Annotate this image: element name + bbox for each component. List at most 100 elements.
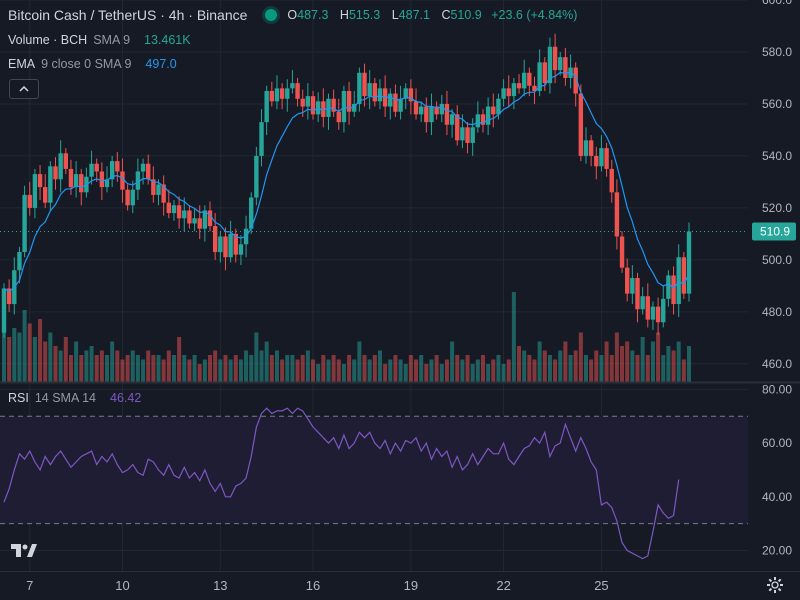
time-axis[interactable]: 7 10 13 16 19 22 25 [26,578,609,593]
volume-bar [424,364,429,382]
volume-bar [589,359,594,382]
volume-bar [244,350,249,382]
volume-bar [372,355,377,382]
volume-bar [661,355,666,382]
candle-body [264,90,269,123]
volume-bar [388,359,393,382]
candle-body [43,187,48,203]
volume-bar [259,350,264,382]
candle-body [156,184,161,195]
candlestick-series [1,33,692,338]
volume-bar [527,355,532,382]
candle-body [661,298,666,323]
candle-body [53,166,58,180]
volume-legend[interactable]: Volume · BCH SMA 9 13.461K [8,33,191,47]
candle-body [434,106,439,115]
candle-body [357,72,362,104]
volume-bar [625,341,630,382]
ema-line [3,71,690,293]
candle-body [182,210,187,219]
candle-body [166,202,172,214]
volume-bar [280,359,285,382]
candle-body [32,174,38,208]
change-value: +23.6 (+4.84%) [491,8,578,22]
candle-body [429,106,434,123]
candle-body [537,62,542,91]
volume-bar [74,341,79,382]
rsi-tick-label: 20.00 [762,544,792,558]
candle-body [48,166,53,203]
volume-bar [249,355,254,382]
volume-bar [300,355,305,382]
volume-bar [161,359,166,382]
volume-bar [357,341,362,382]
candle-body [192,218,197,224]
volume-bar [12,328,17,382]
volume-bar [151,355,156,382]
ema-legend[interactable]: EMA 9 close 0 SMA 9 497.0 [8,57,177,71]
candle-body [27,194,32,208]
volume-bar [614,332,619,382]
volume-bar [274,350,279,382]
volume-bar [393,355,398,382]
candle-body [588,140,594,156]
volume-bar [604,341,609,382]
volume-legend-label: Volume · BCH [8,33,88,47]
tradingview-logo-icon[interactable] [10,540,38,560]
ohlc-values: O487.3 H515.3 L487.1 C510.9 +23.6 (+4.84… [287,8,577,22]
volume-bar [130,350,135,382]
candle-body [176,205,182,219]
candle-body [125,189,130,206]
collapse-legend-button[interactable] [9,79,39,99]
symbol-title[interactable]: Bitcoin Cash / TetherUS · 4h · Binance [8,7,248,23]
candle-body [79,174,84,193]
volume-bar [141,359,146,382]
time-tick-label: 13 [213,578,227,593]
candle-body [650,306,656,320]
volume-bar [573,350,578,382]
volume-bar [676,341,681,382]
volume-bar [182,355,187,382]
candle-body [367,83,372,97]
candle-body [408,88,414,102]
candle-body [475,114,481,128]
rsi-axis[interactable]: 20.00 40.00 60.00 80.00 [762,382,792,557]
volume-bar [568,355,573,382]
volume-bar [341,364,346,382]
candle-body [269,90,275,102]
volume-bar [553,359,558,382]
candle-body [274,88,280,102]
time-tick-label: 19 [404,578,418,593]
volume-bar [53,346,58,382]
volume-bar [532,359,537,382]
volume-bar [84,350,89,382]
candle-body [393,93,398,112]
rsi-legend[interactable]: RSI 14 SMA 14 46.42 [8,391,141,405]
candle-body [449,114,455,125]
candle-body [521,72,527,89]
symbol-legend[interactable]: Bitcoin Cash / TetherUS · 4h · Binance O… [8,7,577,23]
candle-body [424,106,429,123]
candle-body [444,103,450,125]
candle-body [249,197,254,229]
volume-bar [48,332,53,382]
volume-bar [192,355,197,382]
candle-body [321,101,326,117]
volume-bar [609,355,614,382]
last-price-tag: 510.9 [752,222,796,241]
candle-body [671,275,676,305]
volume-bar [202,359,207,382]
volume-bar [486,364,491,382]
volume-bar [7,337,12,382]
volume-bar [166,350,171,382]
candle-body [218,236,223,253]
candle-body [491,106,496,115]
ema-legend-label: EMA [8,57,36,71]
rsi-legend-params: 14 SMA 14 [34,391,96,405]
volume-bar [475,359,480,382]
gear-icon[interactable] [766,576,784,594]
time-tick-label: 22 [496,578,510,593]
candle-body [552,46,558,71]
price-axis[interactable]: 460.0 480.0 500.0 520.0 540.0 560.0 580.0 600.0 [762,0,792,371]
